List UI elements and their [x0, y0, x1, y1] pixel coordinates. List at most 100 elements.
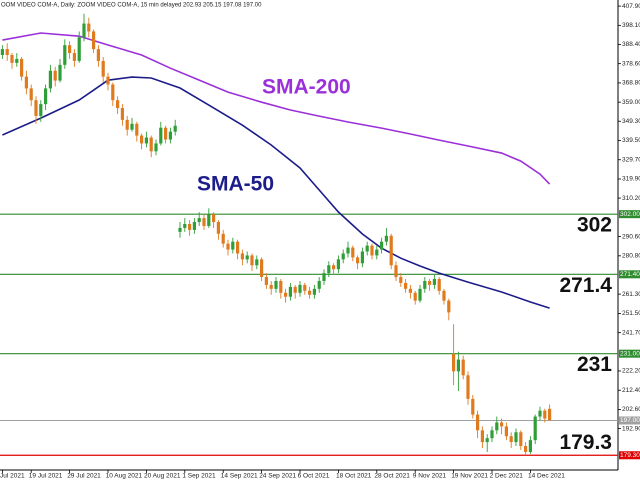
last-price-tag	[619, 416, 640, 425]
candle-body	[72, 53, 76, 61]
y-tick-label: 319.90	[622, 176, 640, 183]
candle-body	[356, 257, 360, 264]
candle-body	[240, 253, 244, 260]
level-tag	[619, 270, 640, 279]
candle-body	[140, 135, 144, 144]
level-label: 302	[577, 214, 612, 237]
candle-body	[216, 222, 220, 234]
candle-body	[135, 123, 139, 136]
level-label: 271.4	[559, 274, 612, 297]
candle-body	[255, 259, 259, 266]
candle-body	[101, 60, 105, 77]
candle-body	[168, 131, 172, 140]
candle-body	[298, 284, 302, 293]
y-tick-label: 241.70	[622, 329, 640, 336]
candle-body	[192, 222, 196, 230]
candle-body	[500, 422, 504, 427]
candle-body	[404, 282, 408, 289]
candle-body	[384, 235, 388, 242]
candle-body	[380, 241, 384, 250]
level-tag-label: 231.00	[620, 350, 640, 357]
x-tick-label: 10 Aug 2021	[106, 473, 143, 480]
candle-body	[279, 280, 283, 293]
candle-body	[63, 45, 67, 65]
candle-body	[274, 280, 278, 289]
level-tag	[619, 451, 640, 460]
x-tick-label: 28 Oct 2021	[374, 473, 410, 480]
candle-body	[351, 247, 355, 258]
x-tick-label: 29 Jul 2021	[67, 473, 101, 480]
candle-body	[480, 430, 484, 443]
y-tick-label: 202.60	[622, 406, 640, 413]
candle-body	[269, 284, 273, 289]
candle-body	[543, 410, 547, 419]
y-tick-label: 261.30	[622, 291, 640, 298]
x-tick-label: 20 Aug 2021	[144, 473, 181, 480]
candle-body	[284, 292, 288, 297]
candle-body	[207, 214, 211, 226]
candle-body	[476, 414, 480, 431]
chart-title: OOM VIDEO COM-A, Daily: ZOOM VIDEO COM-A…	[1, 3, 262, 9]
candle-body	[106, 76, 110, 85]
x-tick-label: Jul 2021	[0, 473, 25, 480]
level-tag-label: 179.30	[620, 452, 640, 459]
y-tick-label: 398.10	[622, 22, 640, 29]
candle-body	[53, 70, 57, 81]
candle-body	[548, 408, 552, 421]
candle-body	[245, 255, 249, 260]
candle-body	[34, 100, 38, 116]
candle-body	[524, 446, 528, 452]
candle-body	[159, 127, 163, 144]
sma-label: SMA-200	[262, 76, 351, 99]
x-tick-label: 14 Sep 2021	[221, 473, 258, 480]
y-tick-label: 388.40	[622, 41, 640, 48]
y-tick-label: 407.90	[622, 3, 640, 10]
last-price-tag-label: 197.00	[620, 417, 640, 424]
candle-body	[312, 288, 316, 295]
candle-body	[466, 375, 470, 399]
y-tick-label: 251.50	[622, 310, 640, 317]
candle-body	[39, 104, 43, 116]
candle-body	[212, 214, 216, 223]
candle-body	[96, 49, 100, 61]
candle-body	[260, 259, 264, 278]
candle-body	[533, 416, 537, 441]
candle-body	[197, 218, 201, 223]
candle-body	[202, 218, 206, 226]
candle-body	[504, 426, 508, 437]
candle-body	[120, 108, 124, 120]
candle-body	[341, 253, 345, 260]
level-label: 179.3	[559, 431, 612, 454]
candle-body	[44, 88, 48, 105]
y-tick-label: 222.20	[622, 368, 640, 375]
candle-body	[428, 280, 432, 285]
candle-body	[149, 137, 153, 152]
candle-body	[236, 241, 240, 254]
x-tick-label: 18 Oct 2021	[336, 473, 372, 480]
candle-body	[15, 58, 19, 63]
candle-body	[24, 76, 28, 89]
candle-body	[92, 31, 96, 50]
candle-body	[432, 279, 436, 285]
sma-line	[2, 76, 550, 309]
level-tag	[619, 349, 640, 358]
candle-body	[509, 436, 513, 443]
level-tag	[619, 210, 640, 219]
y-tick-label: 192.90	[622, 425, 640, 432]
candle-body	[48, 70, 52, 89]
candle-body	[82, 23, 86, 38]
x-tick-label: 1 Sep 2021	[182, 473, 216, 480]
candle-body	[538, 410, 542, 417]
candle-body	[308, 290, 312, 295]
x-tick-label: 2 Dec 2021	[490, 473, 524, 480]
candle-body	[293, 286, 297, 293]
y-tick-label: 349.30	[622, 118, 640, 125]
candle-body	[20, 58, 24, 77]
candle-body	[471, 398, 475, 415]
candle-body	[77, 37, 81, 61]
candle-body	[461, 359, 465, 376]
candle-body	[370, 245, 374, 256]
candle-body	[452, 353, 456, 372]
x-tick-label: 19 Nov 2021	[451, 473, 488, 480]
